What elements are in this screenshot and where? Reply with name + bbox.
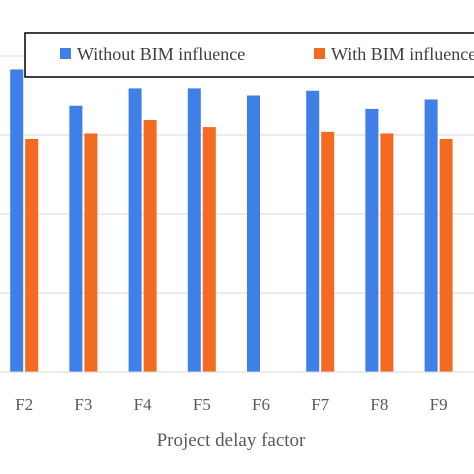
- x-tick-label-f9: F9: [430, 395, 448, 414]
- bar-f5-series-1: [187, 88, 201, 372]
- x-tick-label-f6: F6: [252, 395, 270, 414]
- bar-f8-series-2: [380, 133, 394, 372]
- bar-f5-series-2: [202, 127, 216, 372]
- bar-f8-series-1: [365, 108, 379, 373]
- bar-f9-series-1: [424, 99, 438, 372]
- bar-f3-series-2: [84, 133, 98, 372]
- x-tick-label-f4: F4: [134, 395, 152, 414]
- x-axis-title: Project delay factor: [157, 430, 306, 451]
- x-tick-labels: F1F2F3F4F5F6F7F8F9F10: [15, 395, 448, 414]
- legend-label-without-bim: Without BIM influence: [77, 44, 245, 64]
- bar-f2-series-1: [10, 69, 24, 373]
- x-tick-label-f5: F5: [193, 395, 211, 414]
- bar-f3-series-1: [69, 105, 83, 373]
- x-tick-label-f7: F7: [311, 395, 329, 414]
- bar-f4-series-1: [128, 88, 142, 372]
- x-tick-label-f3: F3: [74, 395, 92, 414]
- legend-swatch-with-bim: [314, 48, 325, 59]
- bar-f4-series-2: [143, 119, 157, 373]
- legend-box: [24, 32, 474, 78]
- x-tick-label-f2: F2: [15, 395, 33, 414]
- bar-f7-series-1: [306, 90, 320, 372]
- bar-f6-series-1: [247, 95, 260, 372]
- legend-label-with-bim: With BIM influence: [331, 44, 474, 64]
- bar-f7-series-2: [321, 131, 335, 372]
- bar-f9-series-2: [439, 138, 453, 372]
- legend: Without BIM influence With BIM influence: [24, 32, 474, 78]
- legend-swatch-without-bim: [60, 48, 71, 59]
- x-tick-label-f8: F8: [370, 395, 388, 414]
- bar-f2-series-2: [25, 138, 39, 372]
- bars: [10, 69, 453, 373]
